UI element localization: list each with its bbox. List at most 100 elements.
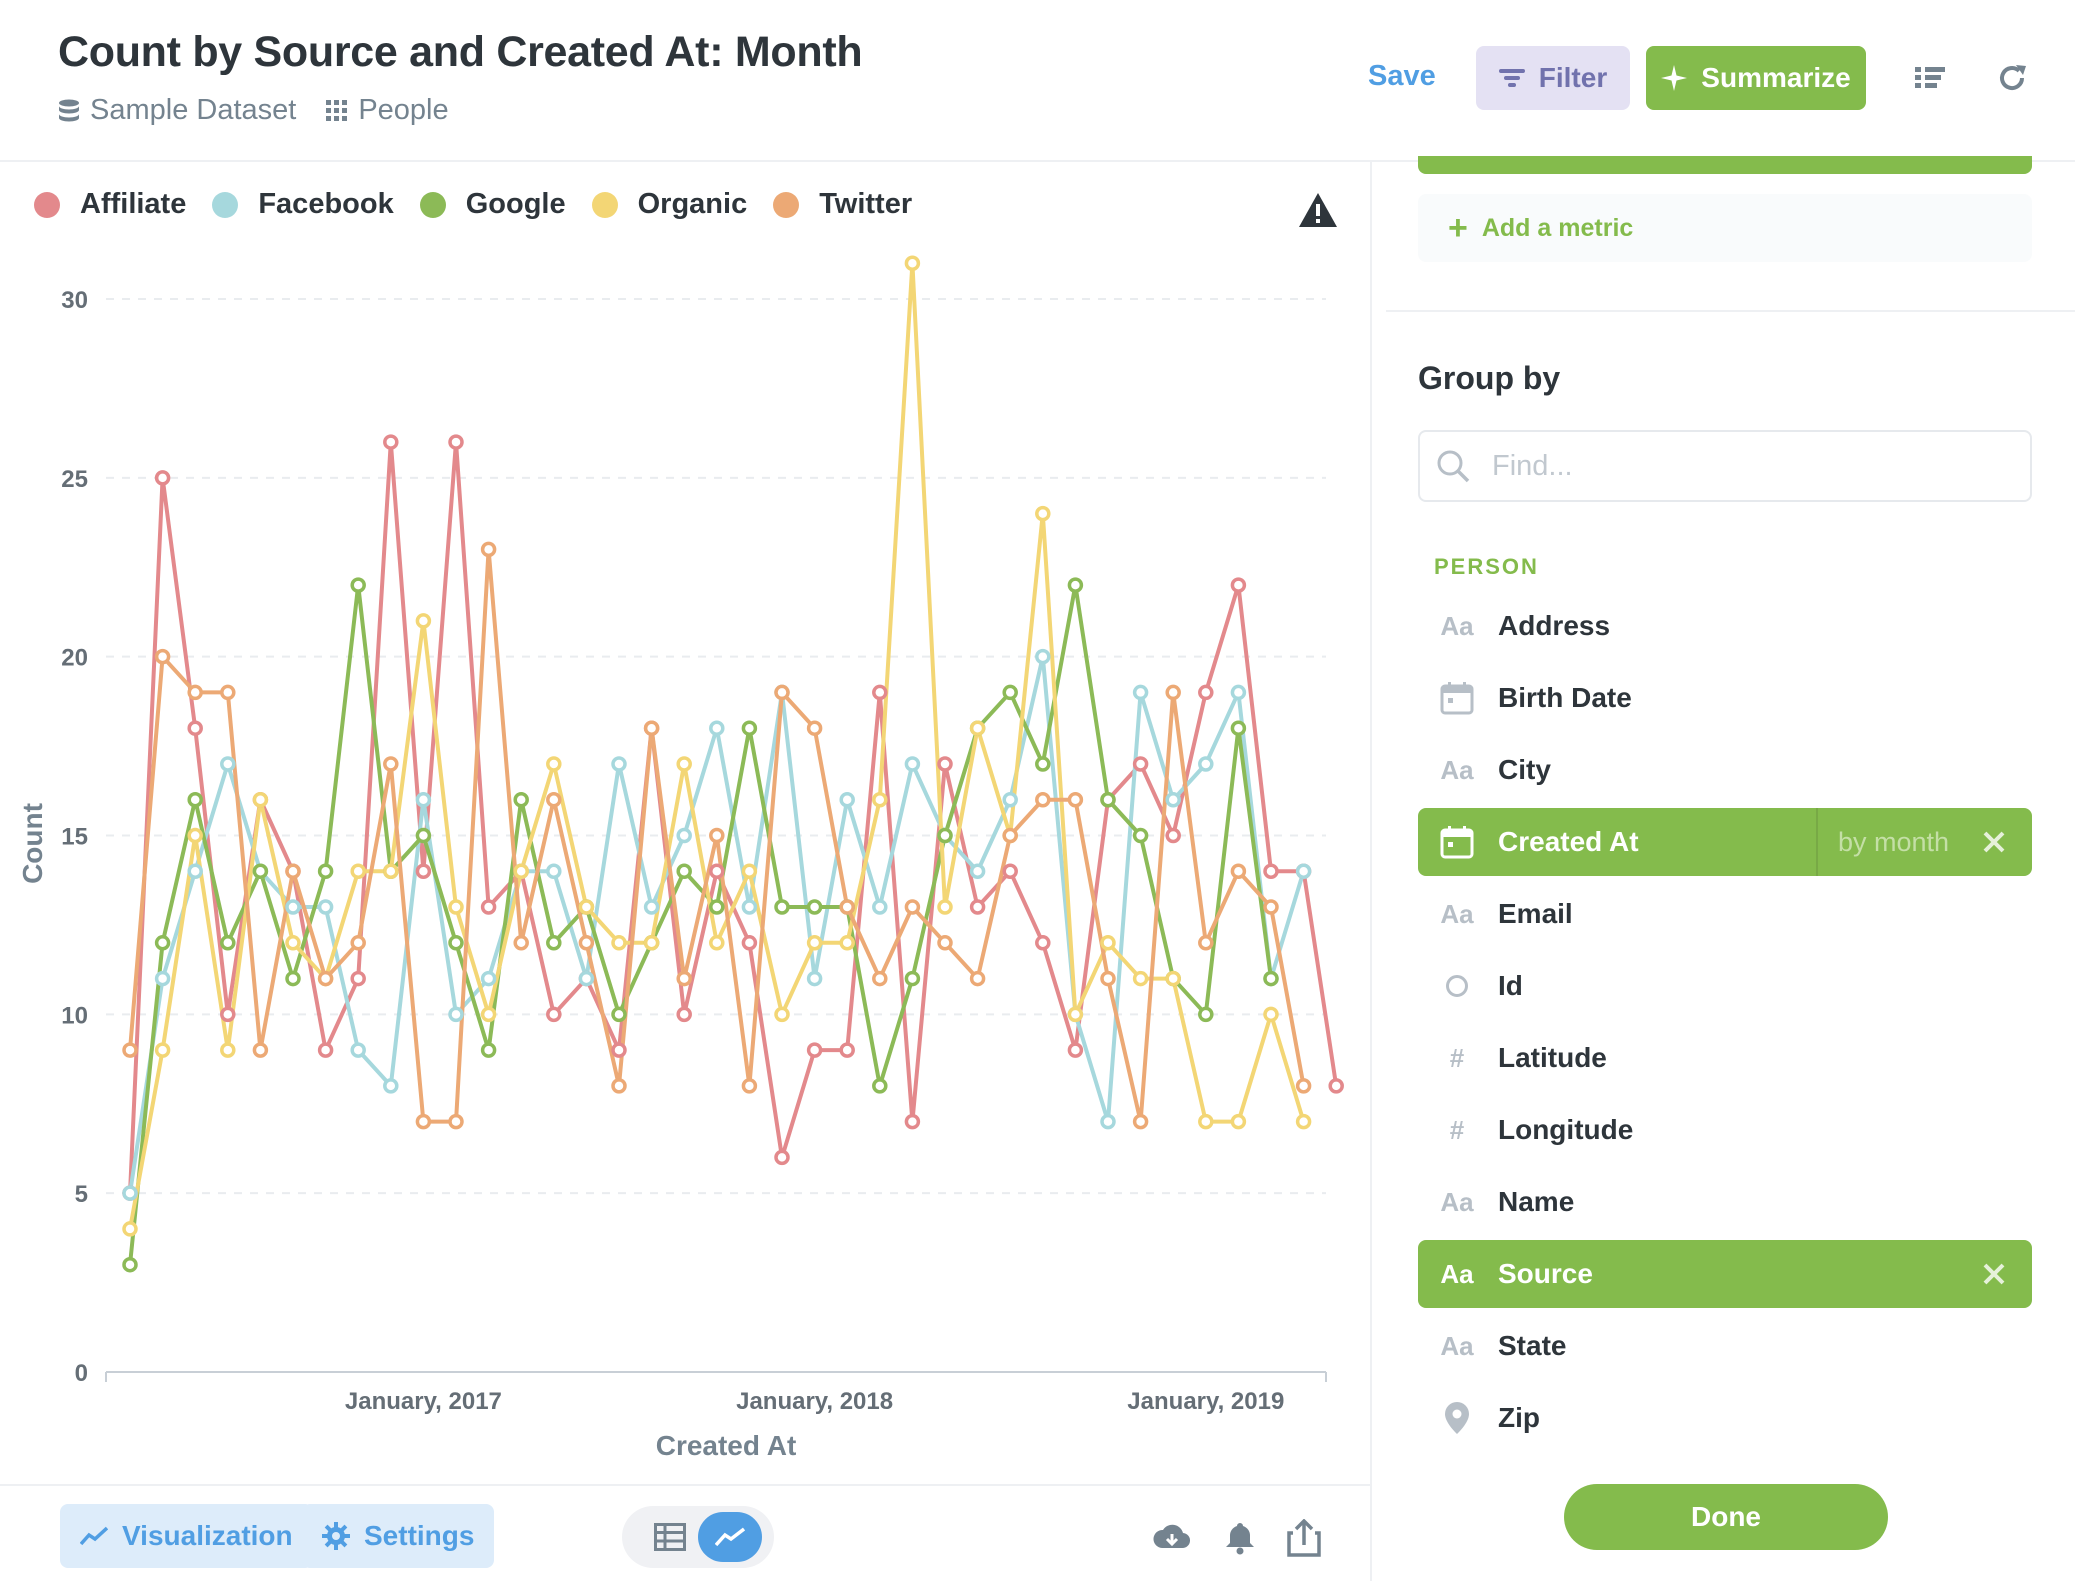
field-email[interactable]: Aa Email: [1418, 880, 2032, 948]
data-point-affiliate: [1002, 863, 1018, 880]
legend-item-twitter[interactable]: Twitter: [773, 188, 912, 221]
text-icon: Aa: [1440, 1330, 1474, 1361]
data-point-affiliate: [611, 1042, 627, 1058]
table-view-toggle[interactable]: [638, 1512, 702, 1562]
data-point-twitter: [872, 970, 888, 987]
y-tick-label: 25: [61, 466, 88, 493]
data-point-google: [154, 935, 171, 951]
calendar-icon: [1432, 681, 1482, 715]
field-latitude[interactable]: # Latitude: [1418, 1024, 2032, 1092]
page-title: Count by Source and Created At: Month: [58, 28, 863, 76]
data-point-twitter: [546, 791, 562, 808]
data-point-affiliate: [415, 863, 432, 880]
data-point-twitter: [513, 935, 529, 951]
data-point-google: [546, 935, 562, 951]
data-point-twitter: [1100, 970, 1116, 987]
data-point-organic: [904, 255, 921, 271]
data-point-organic: [676, 756, 692, 772]
field-source[interactable]: Aa Source: [1418, 1240, 2032, 1308]
field-state[interactable]: Aa State: [1418, 1312, 2032, 1380]
data-point-twitter: [709, 827, 725, 844]
field-label: Id: [1498, 970, 1523, 1001]
data-point-google: [448, 935, 464, 951]
data-point-google: [676, 863, 692, 880]
field-longitude[interactable]: # Longitude: [1418, 1096, 2032, 1164]
breadcrumb: Sample Dataset People: [58, 94, 479, 127]
field-created-at[interactable]: Created At by month: [1418, 808, 2032, 876]
visualization-button[interactable]: Visualization: [60, 1504, 313, 1568]
series-line-facebook: [128, 654, 1306, 1194]
section-label-person: PERSON: [1434, 554, 1539, 579]
field-birth-date[interactable]: Birth Date: [1418, 664, 2032, 732]
notebook-list-icon[interactable]: [1910, 58, 1950, 98]
save-button[interactable]: Save: [1368, 60, 1436, 92]
data-point-facebook: [611, 756, 627, 772]
refresh-icon[interactable]: [1992, 58, 2032, 98]
legend-dot-twitter: [773, 191, 800, 218]
data-point-organic: [448, 899, 464, 915]
field-address[interactable]: Aa Address: [1418, 592, 2032, 660]
table-grid-icon: [326, 99, 348, 121]
plus-icon: +: [1448, 208, 1468, 247]
data-point-twitter: [1035, 791, 1051, 808]
field-name[interactable]: Aa Name: [1418, 1168, 2032, 1236]
table-name: People: [358, 94, 449, 126]
legend-item-facebook[interactable]: Facebook: [212, 188, 394, 221]
field-zip[interactable]: Zip: [1418, 1384, 2032, 1452]
data-point-affiliate: [383, 434, 399, 450]
chart-view-toggle[interactable]: [698, 1512, 762, 1562]
legend-item-organic[interactable]: Organic: [591, 188, 748, 221]
find-input[interactable]: [1492, 449, 1992, 483]
footer-bar: Visualization Settings: [0, 1484, 1370, 1581]
data-point-twitter: [741, 1078, 758, 1094]
x-tick-label: January, 2017: [345, 1388, 502, 1415]
data-point-affiliate: [741, 935, 758, 951]
field-id[interactable]: Id: [1418, 952, 2032, 1020]
data-point-facebook: [643, 899, 660, 915]
metric-count-pill[interactable]: [1418, 156, 2032, 174]
y-tick-label: 20: [61, 645, 88, 672]
data-point-affiliate: [969, 899, 986, 915]
legend-item-affiliate[interactable]: Affiliate: [34, 188, 186, 221]
settings-label: Settings: [364, 1520, 475, 1551]
data-point-affiliate: [480, 899, 497, 915]
field-city[interactable]: Aa City: [1418, 736, 2032, 804]
data-point-organic: [1067, 1006, 1084, 1023]
legend-label-organic: Organic: [637, 188, 748, 220]
data-point-organic: [480, 1006, 497, 1023]
bell-icon[interactable]: [1218, 1516, 1262, 1560]
data-point-facebook: [415, 791, 432, 808]
query-header: Count by Source and Created At: Month Sa…: [0, 0, 2075, 162]
data-point-twitter: [1067, 791, 1084, 808]
close-icon[interactable]: [1974, 822, 2014, 862]
data-point-facebook: [350, 1042, 366, 1058]
close-icon[interactable]: [1974, 1254, 2014, 1294]
settings-button[interactable]: Settings: [302, 1504, 495, 1568]
warning-icon[interactable]: [1298, 192, 1338, 233]
binning-selector[interactable]: by month: [1816, 808, 1949, 876]
share-icon[interactable]: [1282, 1516, 1326, 1560]
data-point-organic: [1035, 505, 1051, 522]
summarize-button[interactable]: Summarize: [1646, 46, 1866, 110]
add-metric-button[interactable]: + Add a metric: [1418, 194, 2032, 262]
breadcrumb-database[interactable]: Sample Dataset: [58, 94, 296, 127]
data-point-affiliate: [317, 1042, 334, 1058]
data-point-organic: [806, 935, 823, 951]
y-tick-label: 5: [75, 1181, 88, 1208]
breadcrumb-table[interactable]: People: [326, 94, 449, 127]
legend-label-twitter: Twitter: [819, 188, 913, 220]
chart-legend: Affiliate Facebook Google Organic Twitte…: [34, 188, 938, 221]
field-label: Birth Date: [1498, 682, 1632, 713]
filter-button[interactable]: Filter: [1476, 46, 1630, 110]
data-point-twitter: [220, 684, 236, 701]
data-point-google: [1198, 1006, 1214, 1023]
data-point-organic: [709, 935, 725, 951]
data-point-affiliate: [1035, 935, 1051, 951]
done-button[interactable]: Done: [1564, 1484, 1888, 1550]
legend-item-google[interactable]: Google: [419, 188, 566, 221]
y-tick-label: 10: [61, 1002, 88, 1029]
visualization-label: Visualization: [122, 1520, 293, 1551]
download-icon[interactable]: [1150, 1516, 1194, 1560]
data-point-organic: [774, 1006, 790, 1023]
summarize-sidebar: + Add a metric Group by PERSON Aa Addres…: [1370, 156, 2075, 1581]
